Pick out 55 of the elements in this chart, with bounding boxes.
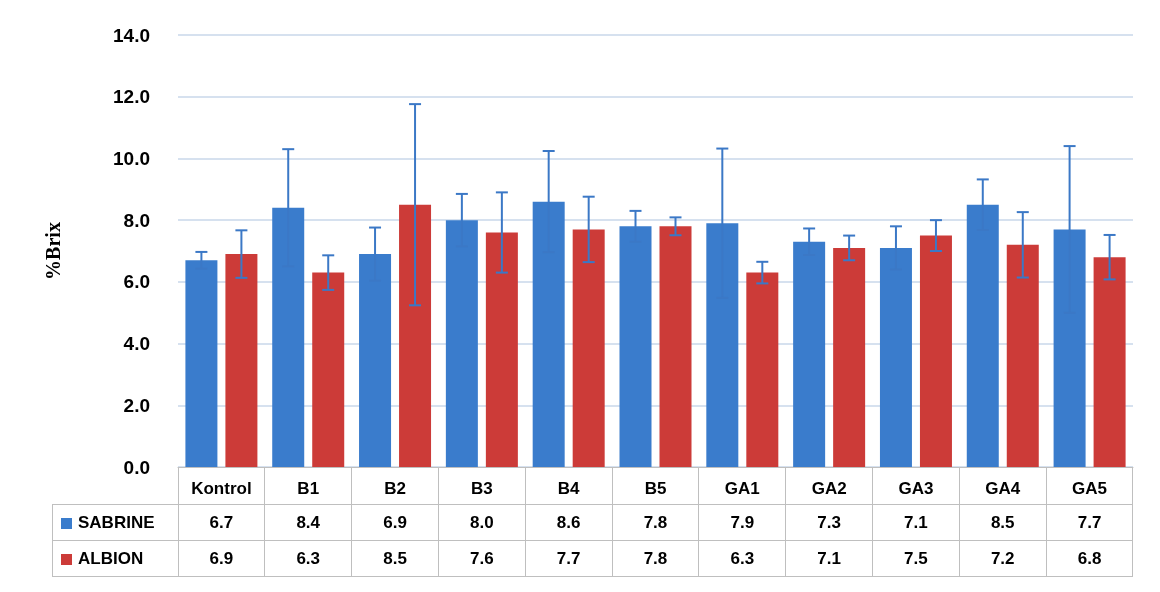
bar <box>1093 257 1126 467</box>
data-label: 6.7 <box>178 504 265 541</box>
data-label: 7.1 <box>872 504 960 541</box>
bar <box>485 232 518 467</box>
data-label: 8.4 <box>264 504 352 541</box>
y-tick-label: 14.0 <box>113 24 150 46</box>
bar <box>572 229 605 467</box>
y-tick-label: 4.0 <box>123 333 150 355</box>
data-label: 7.8 <box>612 504 699 541</box>
legend-label: SABRINE <box>52 504 178 541</box>
legend-label: ALBION <box>52 540 178 577</box>
bar <box>312 272 345 467</box>
data-label: 7.1 <box>785 540 873 577</box>
bar <box>225 254 258 467</box>
data-label: 6.9 <box>351 504 439 541</box>
data-label: 7.8 <box>612 540 699 577</box>
x-tick-label: B5 <box>644 479 667 498</box>
data-label: 6.9 <box>178 540 265 577</box>
x-tick-label: GA5 <box>1072 479 1108 498</box>
y-tick-label: 0.0 <box>123 456 150 478</box>
y-axis-title: %Brix <box>42 222 64 280</box>
data-label: 7.2 <box>959 540 1047 577</box>
x-tick-label: B2 <box>384 479 406 498</box>
bar <box>1006 244 1039 467</box>
x-tick-label: GA4 <box>985 479 1021 498</box>
data-label: 8.0 <box>438 504 526 541</box>
data-label: 6.3 <box>264 540 352 577</box>
x-tick-label: GA3 <box>898 479 934 498</box>
data-label: 8.6 <box>525 504 613 541</box>
bar <box>919 235 952 467</box>
y-tick-label: 6.0 <box>123 271 150 293</box>
x-tick-label: GA1 <box>724 479 760 498</box>
y-tick-label: 10.0 <box>113 147 150 169</box>
data-label: 6.8 <box>1046 540 1133 577</box>
data-label: 7.9 <box>698 504 786 541</box>
x-tick-label: Kontrol <box>191 479 252 498</box>
data-label: 8.5 <box>959 504 1047 541</box>
data-label: 7.7 <box>525 540 613 577</box>
x-tick-label: B4 <box>557 479 581 498</box>
data-label: 7.5 <box>872 540 960 577</box>
bar <box>399 204 432 467</box>
bar <box>659 226 692 467</box>
data-label: 7.7 <box>1046 504 1133 541</box>
data-label: 7.3 <box>785 504 873 541</box>
y-tick-label: 12.0 <box>113 86 150 108</box>
bar <box>746 272 779 467</box>
data-label: 6.3 <box>698 540 786 577</box>
y-tick-label: 8.0 <box>123 209 150 231</box>
x-tick-label: B3 <box>471 479 493 498</box>
data-label: 8.5 <box>351 540 439 577</box>
data-label: 7.6 <box>438 540 526 577</box>
x-tick-label: B1 <box>297 479 320 498</box>
x-tick-label: GA2 <box>811 479 847 498</box>
bar <box>833 247 866 467</box>
y-tick-label: 2.0 <box>123 394 150 416</box>
